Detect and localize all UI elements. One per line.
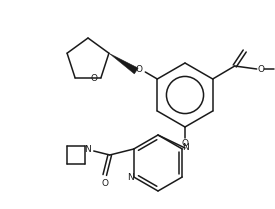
Text: N: N: [182, 144, 189, 153]
Text: O: O: [101, 180, 108, 189]
Text: N: N: [84, 144, 91, 153]
Text: O: O: [90, 74, 97, 83]
Text: O: O: [182, 139, 188, 148]
Polygon shape: [109, 53, 138, 74]
Text: O: O: [136, 65, 143, 74]
Text: N: N: [127, 173, 134, 182]
Text: O: O: [258, 65, 265, 74]
